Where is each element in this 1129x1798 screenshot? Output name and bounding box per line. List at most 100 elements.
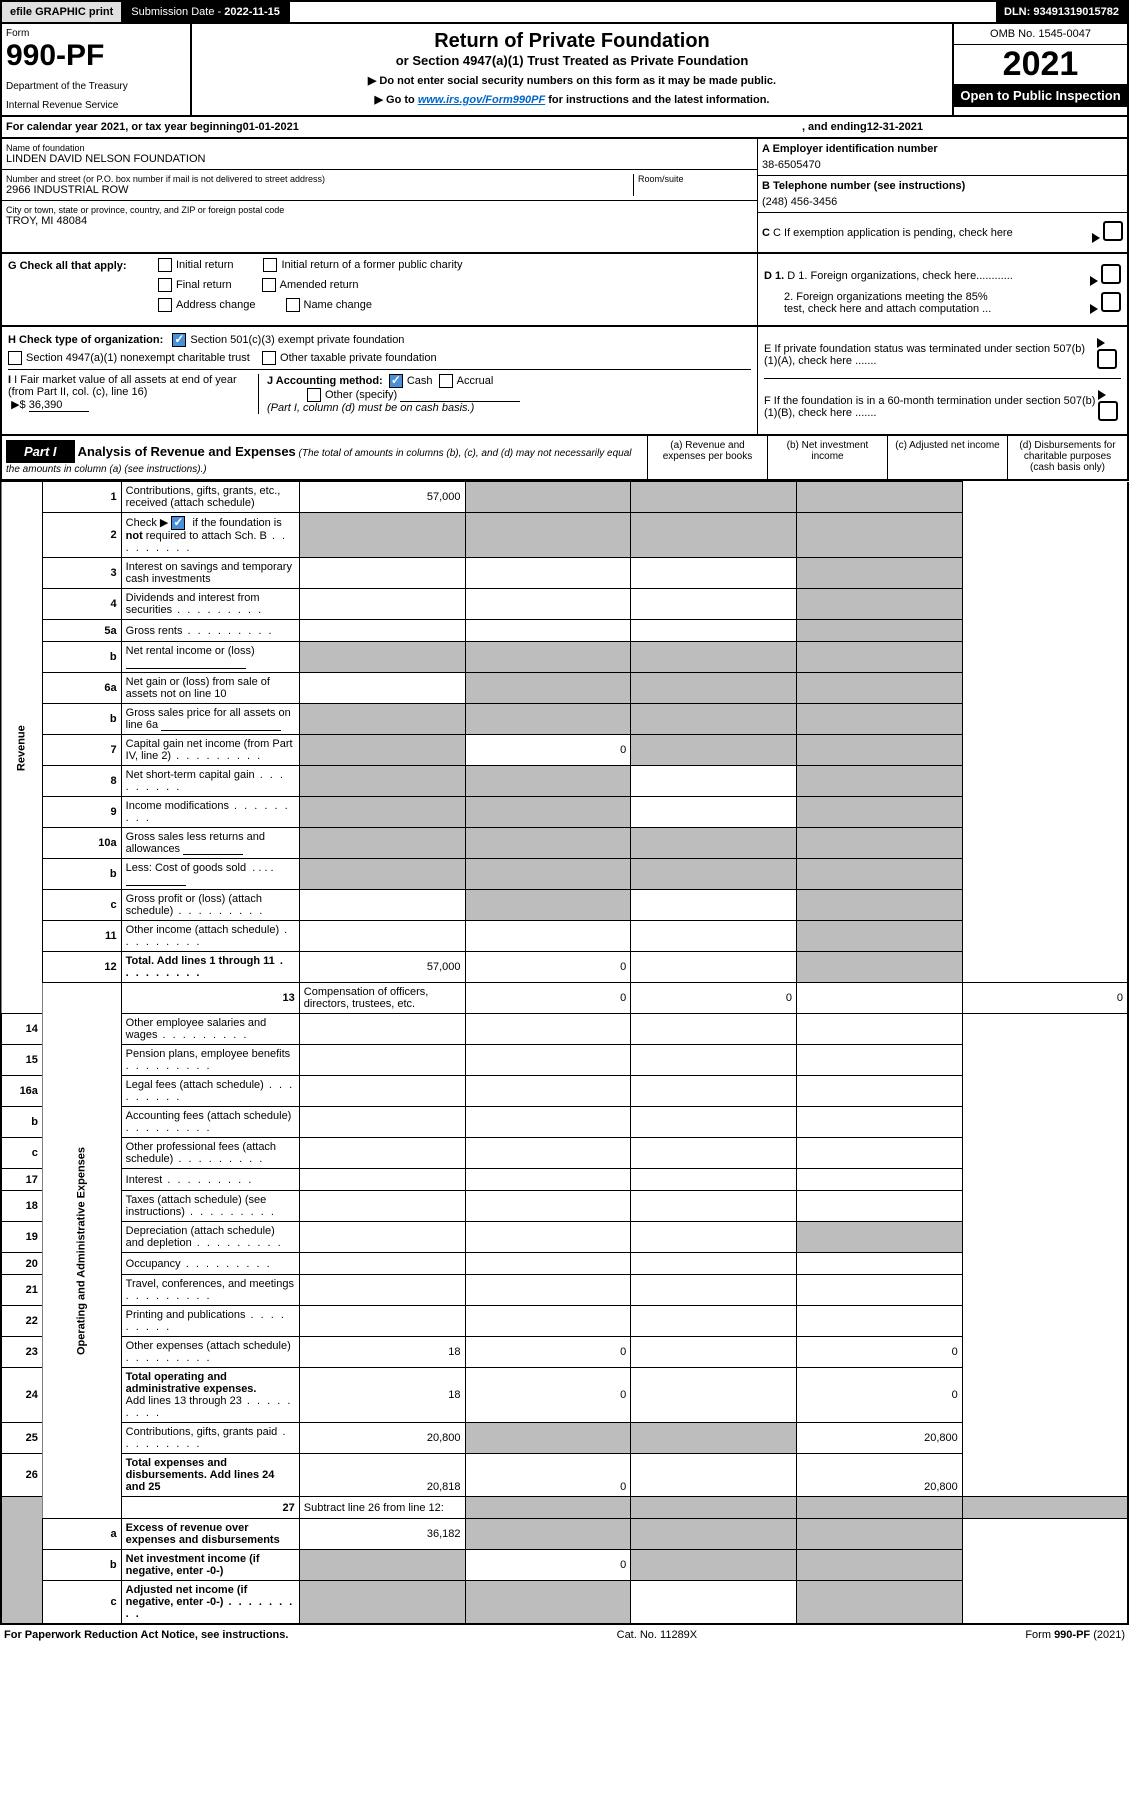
line-25: Contributions, gifts, grants paid	[121, 1423, 299, 1454]
pra-notice: For Paperwork Reduction Act Notice, see …	[4, 1629, 288, 1641]
open-public: Open to Public Inspection	[954, 84, 1127, 107]
tax-year: 2021	[954, 45, 1127, 84]
form-header: Form 990-PF Department of the Treasury I…	[0, 24, 1129, 117]
line-5a: Gross rents	[121, 620, 299, 642]
line-4: Dividends and interest from securities	[121, 589, 299, 620]
d1-label: D 1. D 1. Foreign organizations, check h…	[764, 270, 1013, 282]
entity-info: Name of foundation LINDEN DAVID NELSON F…	[0, 139, 1129, 254]
line-9: Income modifications	[121, 797, 299, 828]
line-20: Occupancy	[121, 1253, 299, 1275]
h-i-j-block: H Check type of organization: Section 50…	[0, 327, 1129, 436]
irs-label: Internal Revenue Service	[6, 100, 186, 111]
line-27c: Adjusted net income (if negative, enter …	[121, 1581, 299, 1625]
instr-1: ▶ Do not enter social security numbers o…	[198, 74, 946, 87]
line-10b: Less: Cost of goods sold . . . .	[121, 859, 299, 890]
name-label: Name of foundation	[6, 143, 753, 153]
e-label: E If private foundation status was termi…	[764, 343, 1097, 367]
line-16a: Legal fees (attach schedule)	[121, 1076, 299, 1107]
dept-treasury: Department of the Treasury	[6, 81, 186, 92]
name-change-checkbox[interactable]	[286, 298, 300, 312]
part1-title: Analysis of Revenue and Expenses	[78, 444, 296, 459]
cash-checkbox[interactable]	[389, 374, 403, 388]
line-10c: Gross profit or (loss) (attach schedule)	[121, 890, 299, 921]
street-address: 2966 INDUSTRIAL ROW	[6, 184, 633, 196]
top-bar: efile GRAPHIC print Submission Date - 20…	[0, 0, 1129, 24]
address-change-checkbox[interactable]	[158, 298, 172, 312]
form-title: Return of Private Foundation	[198, 30, 946, 53]
efile-label: efile GRAPHIC print	[2, 2, 123, 22]
j-note: (Part I, column (d) must be on cash basi…	[267, 402, 474, 414]
line-12: Total. Add lines 1 through 11	[121, 952, 299, 983]
other-method-checkbox[interactable]	[307, 388, 321, 402]
room-label: Room/suite	[638, 174, 753, 184]
exemption-checkbox[interactable]	[1103, 221, 1123, 241]
h-label: H Check type of organization:	[8, 334, 163, 346]
line-19: Depreciation (attach schedule) and deple…	[121, 1222, 299, 1253]
line-8: Net short-term capital gain	[121, 766, 299, 797]
line-26: Total expenses and disbursements. Add li…	[121, 1454, 299, 1497]
expenses-label: Operating and Administrative Expenses	[42, 983, 121, 1519]
e-checkbox[interactable]	[1097, 349, 1117, 369]
col-c-header: (c) Adjusted net income	[887, 436, 1007, 479]
form-number: 990-PF	[6, 39, 186, 73]
d2-label: 2. Foreign organizations meeting the 85%…	[764, 291, 991, 315]
phone-value: (248) 456-3456	[762, 196, 1123, 208]
initial-return-checkbox[interactable]	[158, 258, 172, 272]
exemption-pending-label: C C If exemption application is pending,…	[762, 227, 1013, 239]
line-1: Contributions, gifts, grants, etc., rece…	[121, 482, 299, 513]
foreign-org-checkbox[interactable]	[1101, 264, 1121, 284]
foundation-name: LINDEN DAVID NELSON FOUNDATION	[6, 153, 753, 165]
i-label: I I Fair market value of all assets at e…	[8, 374, 237, 398]
g-label: G Check all that apply:	[8, 260, 127, 272]
instr-2: ▶ Go to www.irs.gov/Form990PF for instru…	[198, 93, 946, 106]
line-10a: Gross sales less returns and allowances	[121, 828, 299, 859]
f-checkbox[interactable]	[1098, 401, 1118, 421]
501c3-checkbox[interactable]	[172, 333, 186, 347]
amended-return-checkbox[interactable]	[262, 278, 276, 292]
irs-link[interactable]: www.irs.gov/Form990PF	[418, 94, 545, 106]
line-14: Other employee salaries and wages	[121, 1014, 299, 1045]
col-d-header: (d) Disbursements for charitable purpose…	[1007, 436, 1127, 479]
ein-value: 38-6505470	[762, 159, 1123, 171]
options-block: G Check all that apply: Initial return I…	[0, 254, 1129, 327]
line-5b: Net rental income or (loss)	[121, 642, 299, 673]
col-b-header: (b) Net investment income	[767, 436, 887, 479]
line-3: Interest on savings and temporary cash i…	[121, 558, 299, 589]
line-21: Travel, conferences, and meetings	[121, 1275, 299, 1306]
form-subtitle: or Section 4947(a)(1) Trust Treated as P…	[198, 53, 946, 68]
part1-badge: Part I	[6, 440, 75, 463]
line-6b: Gross sales price for all assets on line…	[121, 704, 299, 735]
schb-checkbox[interactable]	[171, 516, 185, 530]
phone-label: B Telephone number (see instructions)	[762, 180, 1123, 192]
j-label: J Accounting method:	[267, 375, 383, 387]
ein-label: A Employer identification number	[762, 143, 1123, 155]
final-return-checkbox[interactable]	[158, 278, 172, 292]
fmv-value: 36,390	[29, 399, 89, 412]
line-27a: Excess of revenue over expenses and disb…	[121, 1519, 299, 1550]
line-2: Check ▶ if the foundation is not require…	[121, 513, 299, 558]
foreign-85-checkbox[interactable]	[1101, 292, 1121, 312]
f-label: F If the foundation is in a 60-month ter…	[764, 395, 1098, 419]
4947-checkbox[interactable]	[8, 351, 22, 365]
line-6a: Net gain or (loss) from sale of assets n…	[121, 673, 299, 704]
line-16c: Other professional fees (attach schedule…	[121, 1138, 299, 1169]
form-footer: Form 990-PF (2021)	[1025, 1629, 1125, 1641]
cat-number: Cat. No. 11289X	[617, 1629, 698, 1641]
part1-header: Part I Analysis of Revenue and Expenses …	[0, 436, 1129, 481]
form-label: Form	[6, 28, 186, 39]
line-22: Printing and publications	[121, 1306, 299, 1337]
accrual-checkbox[interactable]	[439, 374, 453, 388]
part1-table: Revenue 1Contributions, gifts, grants, e…	[0, 481, 1129, 1625]
initial-public-checkbox[interactable]	[263, 258, 277, 272]
line-27b: Net investment income (if negative, ente…	[121, 1550, 299, 1581]
submission-date: Submission Date - 2022-11-15	[123, 2, 290, 22]
line-24: Total operating and administrative expen…	[121, 1368, 299, 1423]
line-18: Taxes (attach schedule) (see instruction…	[121, 1191, 299, 1222]
other-taxable-checkbox[interactable]	[262, 351, 276, 365]
line-16b: Accounting fees (attach schedule)	[121, 1107, 299, 1138]
dln: DLN: 93491319015782	[996, 2, 1127, 22]
line-27: Subtract line 26 from line 12:	[299, 1497, 465, 1519]
col-a-header: (a) Revenue and expenses per books	[647, 436, 767, 479]
line-17: Interest	[121, 1169, 299, 1191]
addr-label: Number and street (or P.O. box number if…	[6, 174, 633, 184]
